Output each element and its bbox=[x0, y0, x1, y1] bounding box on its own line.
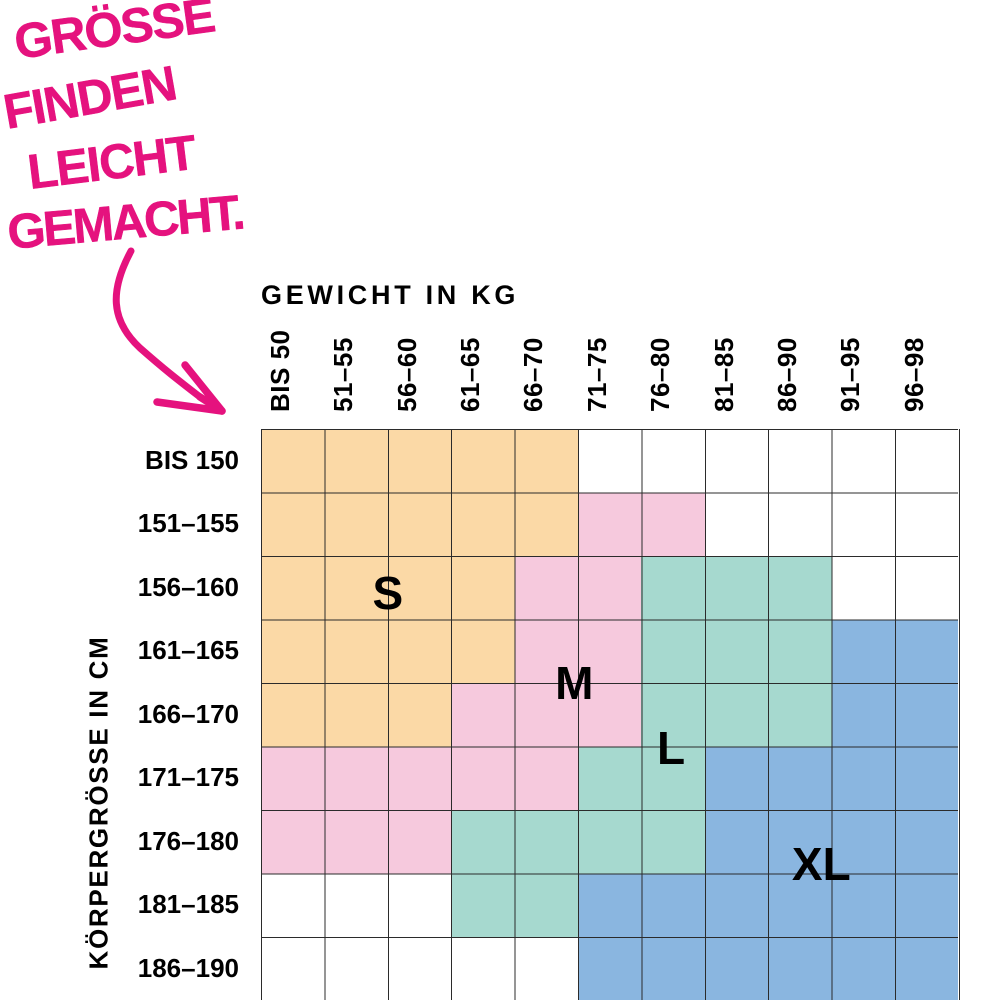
svg-text:FINDEN: FINDEN bbox=[0, 57, 180, 140]
svg-text:GRÖSSE: GRÖSSE bbox=[11, 0, 217, 70]
svg-text:LEICHT: LEICHT bbox=[25, 126, 200, 200]
svg-text:GEMACHT.: GEMACHT. bbox=[5, 186, 245, 260]
